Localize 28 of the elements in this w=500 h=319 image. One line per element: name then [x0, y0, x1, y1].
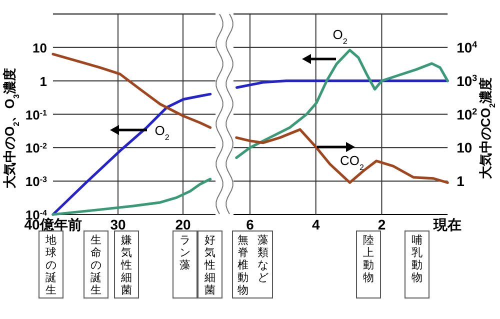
x-tick-label: 現在: [432, 216, 462, 232]
text: 哺乳動物: [412, 234, 422, 284]
text: 好気性細菌: [204, 234, 216, 296]
y-tick-label: 10$^{-3}$: [25, 174, 48, 190]
text: 無脊椎動物: [238, 234, 248, 296]
x-tick-label: 20: [175, 216, 191, 232]
text: 陸上動物: [363, 234, 374, 284]
y-tick-label: 10: [32, 40, 47, 56]
y2-tick-label: 1: [456, 173, 465, 190]
x-tick-label: 6: [246, 216, 254, 232]
y2-tick-label: 10$^{4}$: [456, 39, 478, 56]
annotation: O$_{2}$: [154, 123, 170, 142]
y2-tick-label: 10$^{2}$: [456, 106, 478, 122]
annotation: CO$_{2}$: [340, 153, 365, 172]
text: 藻類など: [258, 234, 268, 284]
text: ラン藻: [180, 234, 190, 272]
y2-tick-label: 10$^{3}$: [456, 72, 478, 89]
annotation: O$_{2}$: [332, 27, 348, 46]
x-tick-label: 2: [378, 216, 386, 232]
y2-tick-label: 10: [456, 140, 472, 156]
y-tick-label: 10$^{-2}$: [25, 140, 48, 156]
text: 生命の誕生: [90, 234, 102, 296]
x-tick-label: 30: [110, 216, 126, 232]
y-tick-label: 10$^{-1}$: [25, 107, 48, 122]
text: 嫌気性細菌: [120, 234, 132, 296]
text: 地球の誕生: [44, 234, 56, 296]
x-tick-label: 4: [312, 216, 320, 232]
y-tick-label: 1: [40, 74, 47, 89]
